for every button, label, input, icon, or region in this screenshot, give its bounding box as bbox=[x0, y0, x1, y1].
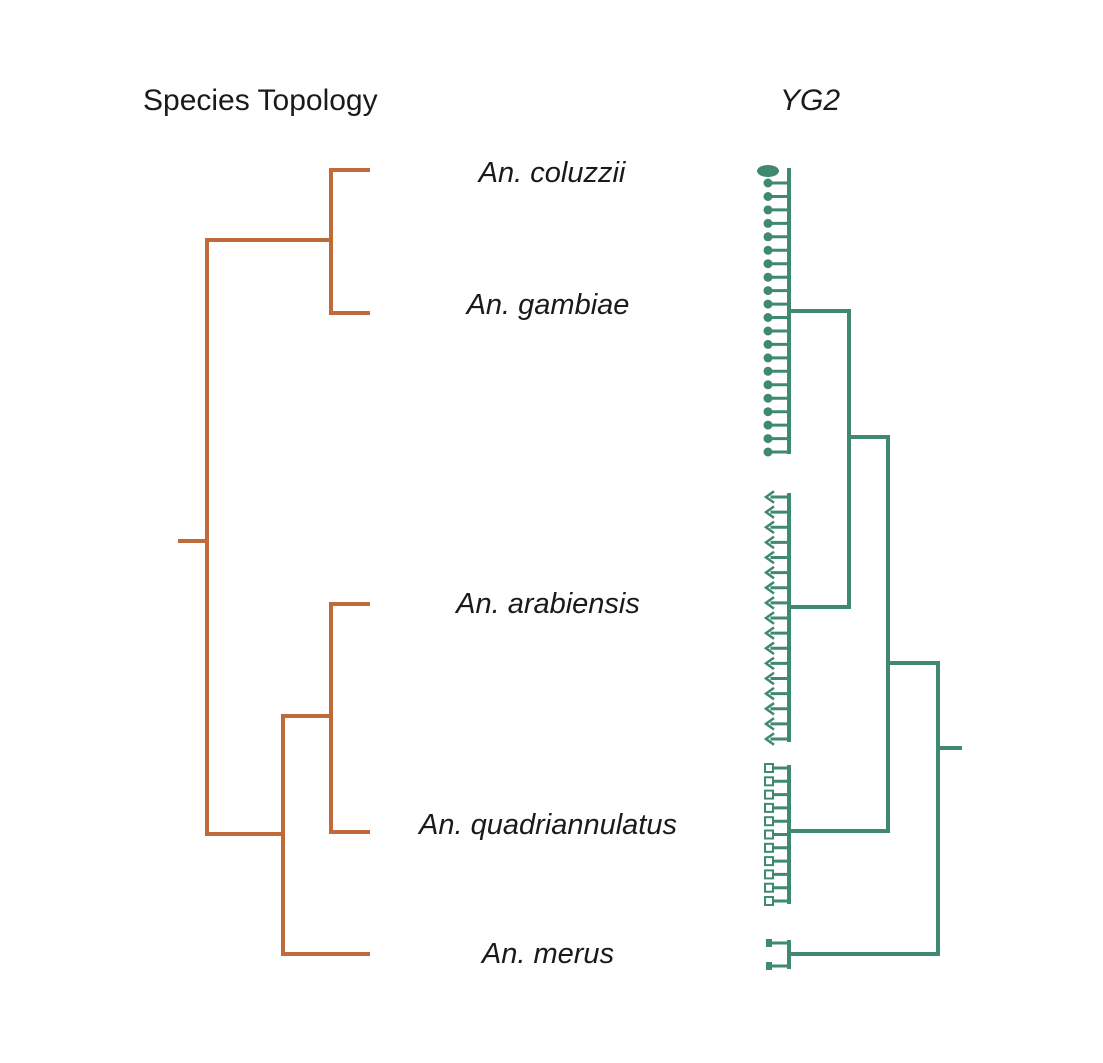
gene-tip-marker-circle bbox=[763, 232, 773, 242]
gene-tip-marker-arrow bbox=[763, 732, 775, 746]
gene-tip-marker-arrow bbox=[763, 641, 775, 656]
gene-tip-marker-arrow bbox=[763, 520, 775, 535]
gene-tip-marker-filled-square bbox=[766, 962, 772, 970]
gene-tip-marker-circle bbox=[763, 272, 773, 282]
gene-tree-title: YG2 bbox=[780, 84, 840, 117]
gene-tree-yg2 bbox=[757, 165, 962, 970]
species-label-merus: An. merus bbox=[480, 938, 614, 970]
gene-tip-marker-circle bbox=[763, 420, 773, 430]
gene-tip-marker-square bbox=[764, 816, 774, 827]
gene-tip-marker-arrow bbox=[763, 626, 775, 640]
gene-tip-marker-circle bbox=[763, 366, 773, 376]
gene-tip-marker-square bbox=[764, 802, 774, 813]
gene-tip-marker-arrow bbox=[763, 581, 775, 595]
gene-tip-marker-circle bbox=[763, 245, 773, 255]
gene-tip-marker-circle bbox=[763, 178, 773, 188]
gene-tip-marker-circle bbox=[763, 407, 773, 417]
gene-tip-marker-square bbox=[764, 789, 774, 800]
species-topology-tree bbox=[178, 168, 370, 956]
gene-tip-marker-arrow bbox=[763, 702, 775, 716]
gene-tip-marker-circle bbox=[763, 286, 773, 296]
gene-tip-marker-circle bbox=[763, 326, 773, 336]
gene-tip-marker-square bbox=[764, 856, 774, 867]
gene-tip-marker-arrow bbox=[763, 490, 775, 504]
gene-tip-marker-arrow bbox=[763, 565, 775, 580]
gene-tip-marker-circle bbox=[763, 339, 773, 349]
gene-tip-marker-square bbox=[764, 763, 774, 773]
gene-tip-marker-circle bbox=[763, 380, 773, 390]
species-label-gambiae: An. gambiae bbox=[465, 289, 630, 321]
gene-tip-marker-circle bbox=[763, 313, 773, 322]
gene-tip-marker-circle bbox=[763, 434, 773, 444]
gene-tip-marker-square bbox=[764, 829, 774, 840]
gene-tip-marker-arrow bbox=[763, 611, 775, 625]
gene-tip-marker-arrow bbox=[763, 535, 775, 550]
gene-tip-marker-square bbox=[764, 896, 774, 906]
gene-tip-marker-square bbox=[764, 842, 774, 853]
gene-tip-marker-arrow bbox=[763, 550, 775, 565]
gene-tip-marker-circle bbox=[763, 205, 773, 215]
gene-tip-marker-arrow bbox=[763, 596, 775, 610]
gene-tip-marker-square bbox=[764, 882, 774, 893]
species-label-arabiensis: An. arabiensis bbox=[454, 588, 640, 620]
gene-tip-marker-circle bbox=[763, 393, 773, 403]
species-label-quadriannulatus: An. quadriannulatus bbox=[417, 809, 677, 841]
gene-tip-marker-circle bbox=[763, 218, 773, 228]
gene-tip-marker-arrow bbox=[763, 686, 775, 701]
gene-tip-marker-circle bbox=[763, 353, 773, 363]
gene-tip-marker-arrow bbox=[763, 717, 775, 731]
gene-tip-marker-cap bbox=[757, 165, 779, 177]
gene-tip-marker-square bbox=[764, 776, 774, 787]
species-label-coluzzii: An. coluzzii bbox=[477, 157, 627, 189]
gene-tip-marker-square bbox=[764, 869, 774, 880]
gene-tip-marker-arrow bbox=[763, 671, 775, 686]
gene-tip-marker-circle bbox=[763, 447, 773, 457]
gene-tip-marker-circle bbox=[763, 259, 773, 269]
gene-tip-marker-arrow bbox=[763, 505, 775, 519]
gene-tip-marker-filled-square bbox=[766, 939, 772, 947]
species-topology-title: Species Topology bbox=[143, 84, 378, 117]
gene-tip-marker-arrow bbox=[763, 656, 775, 671]
gene-tip-marker-circle bbox=[763, 299, 773, 309]
gene-tip-marker-circle bbox=[763, 192, 773, 201]
